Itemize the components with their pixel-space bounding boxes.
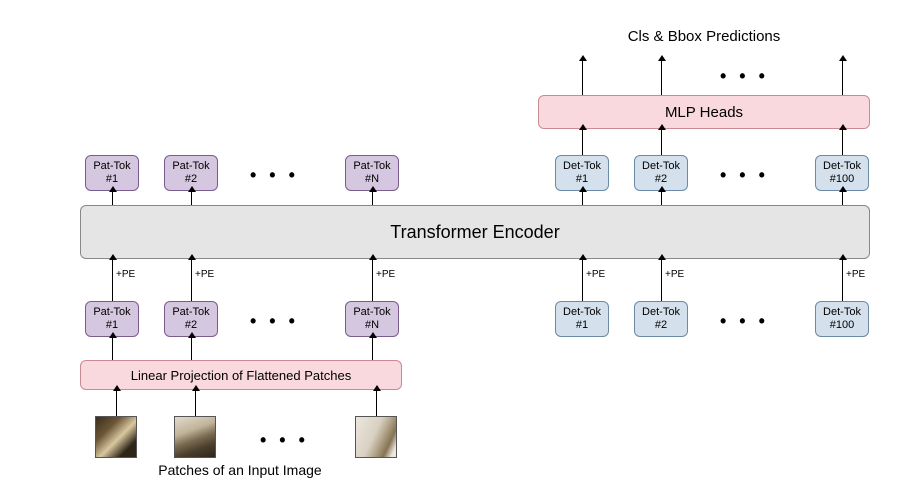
dots-pat-bot: • • • <box>250 311 299 332</box>
patch-thumb-2 <box>355 416 397 458</box>
arrow-patch-0 <box>116 390 117 416</box>
det-tok-bot-0: Det-Tok#1 <box>555 301 609 337</box>
arrow-tok-enc-4 <box>661 191 662 205</box>
arrow-tok-enc-1 <box>191 191 192 205</box>
arrow-patch-2 <box>376 390 377 416</box>
patches-caption: Patches of an Input Image <box>120 462 360 478</box>
arrow-lin-tok-0 <box>112 337 113 360</box>
arrow-enc-tok-1 <box>191 259 192 301</box>
linear-projection: Linear Projection of Flattened Patches <box>80 360 402 390</box>
arrow-det-top-2 <box>842 129 843 155</box>
arrow-det-top-1 <box>661 129 662 155</box>
arrow-pred-1 <box>661 60 662 95</box>
dots-det-top: • • • <box>720 165 769 186</box>
dots-det-bot: • • • <box>720 311 769 332</box>
patch-thumb-0 <box>95 416 137 458</box>
arrow-lin-tok-1 <box>191 337 192 360</box>
pe-label-4: +PE <box>665 269 684 280</box>
arrow-pred-2 <box>842 60 843 95</box>
arrow-enc-tok-5 <box>842 259 843 301</box>
arrow-tok-enc-0 <box>112 191 113 205</box>
arrow-enc-tok-0 <box>112 259 113 301</box>
predictions-title: Cls & Bbox Predictions <box>604 28 804 45</box>
det-tok-bot-2: Det-Tok#100 <box>815 301 869 337</box>
arrow-enc-tok-3 <box>582 259 583 301</box>
mlp-heads: MLP Heads <box>538 95 870 129</box>
dots-patches: • • • <box>260 430 309 451</box>
pe-label-1: +PE <box>195 269 214 280</box>
arrow-tok-enc-2 <box>372 191 373 205</box>
arrow-tok-enc-5 <box>842 191 843 205</box>
pe-label-5: +PE <box>846 269 865 280</box>
transformer-encoder: Transformer Encoder <box>80 205 870 259</box>
dots-pat-top: • • • <box>250 165 299 186</box>
arrow-lin-tok-2 <box>372 337 373 360</box>
arrow-tok-enc-3 <box>582 191 583 205</box>
arrow-det-top-0 <box>582 129 583 155</box>
arrow-enc-tok-2 <box>372 259 373 301</box>
pe-label-3: +PE <box>586 269 605 280</box>
pe-label-0: +PE <box>116 269 135 280</box>
arrow-pred-0 <box>582 60 583 95</box>
arrow-enc-tok-4 <box>661 259 662 301</box>
arrow-patch-1 <box>195 390 196 416</box>
det-tok-bot-1: Det-Tok#2 <box>634 301 688 337</box>
patch-thumb-1 <box>174 416 216 458</box>
dots-pred: • • • <box>720 66 769 87</box>
pe-label-2: +PE <box>376 269 395 280</box>
